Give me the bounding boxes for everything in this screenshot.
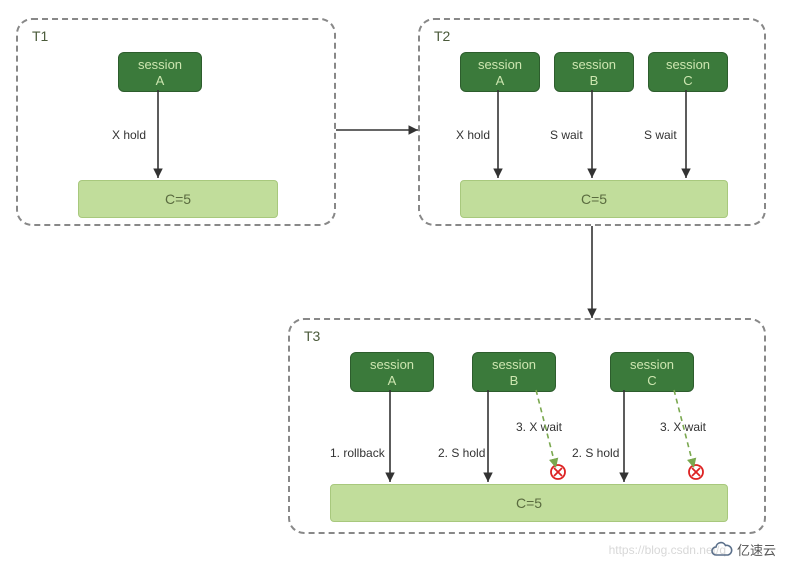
t1-session-a: session A — [118, 52, 202, 92]
t3-solid-c-label: 2. S hold — [572, 446, 619, 460]
t3-value-text: C=5 — [516, 495, 542, 511]
t1-value-text: C=5 — [165, 191, 191, 207]
t3-session-b-bottom: B — [473, 373, 555, 389]
reject-icon — [550, 464, 566, 480]
t1-session-a-top: session — [119, 57, 201, 73]
t2-arrow-c-label: S wait — [644, 128, 677, 142]
t3-solid-a-label: 1. rollback — [330, 446, 385, 460]
t1-arrow-label: X hold — [112, 128, 146, 142]
t2-session-c: session C — [648, 52, 728, 92]
t3-session-b-top: session — [473, 357, 555, 373]
t2-arrow-b-label: S wait — [550, 128, 583, 142]
t3-session-a: session A — [350, 352, 434, 392]
t2-session-c-top: session — [649, 57, 727, 73]
brand-text: 亿速云 — [737, 540, 776, 559]
panel-t1-label: T1 — [32, 28, 48, 44]
t1-session-a-bottom: A — [119, 73, 201, 89]
t2-session-a: session A — [460, 52, 540, 92]
panel-t3-label: T3 — [304, 328, 320, 344]
panel-t3: T3 session A session B session C C=5 1. … — [288, 318, 766, 534]
t2-session-b: session B — [554, 52, 634, 92]
t2-session-c-bottom: C — [649, 73, 727, 89]
t3-session-a-top: session — [351, 357, 433, 373]
t3-dashed-c-label: 3. X wait — [660, 420, 706, 434]
t2-session-b-top: session — [555, 57, 633, 73]
t1-value-box: C=5 — [78, 180, 278, 218]
t2-value-text: C=5 — [581, 191, 607, 207]
panel-t2: T2 session A session B session C C=5 X h… — [418, 18, 766, 226]
t3-solid-b-label: 2. S hold — [438, 446, 485, 460]
t3-session-a-bottom: A — [351, 373, 433, 389]
t3-session-c: session C — [610, 352, 694, 392]
t3-dashed-b-label: 3. X wait — [516, 420, 562, 434]
t2-arrow-a-label: X hold — [456, 128, 490, 142]
t3-session-b: session B — [472, 352, 556, 392]
t3-session-c-top: session — [611, 357, 693, 373]
t3-value-box: C=5 — [330, 484, 728, 522]
panel-t1: T1 session A C=5 X hold — [16, 18, 336, 226]
t2-value-box: C=5 — [460, 180, 728, 218]
t2-session-a-top: session — [461, 57, 539, 73]
t2-session-a-bottom: A — [461, 73, 539, 89]
t2-session-b-bottom: B — [555, 73, 633, 89]
panel-t2-label: T2 — [434, 28, 450, 44]
reject-icon — [688, 464, 704, 480]
brand-logo: 亿速云 — [709, 540, 776, 559]
cloud-icon — [709, 541, 733, 559]
t3-session-c-bottom: C — [611, 373, 693, 389]
